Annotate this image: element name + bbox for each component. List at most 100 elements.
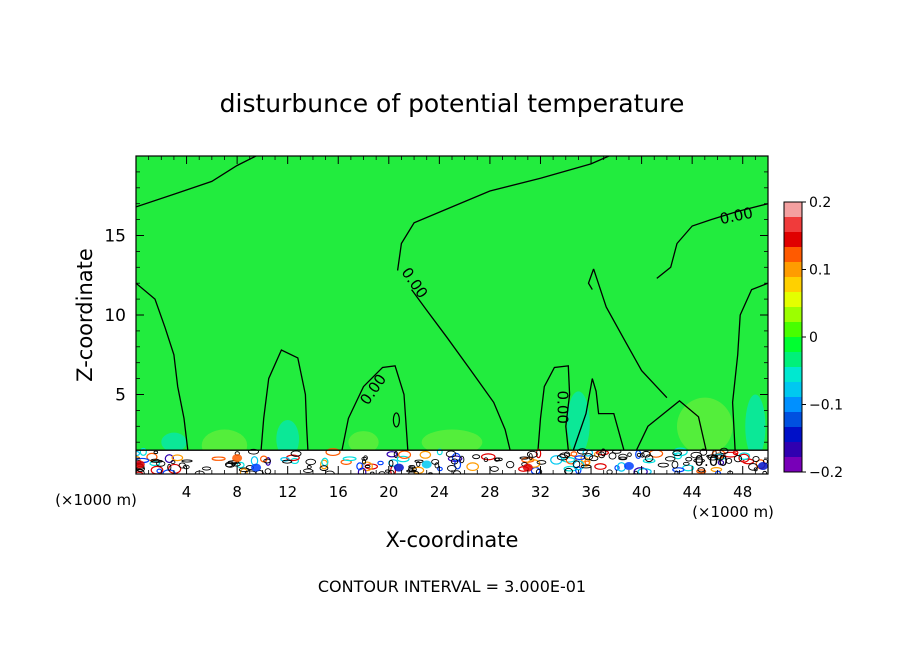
surface-eddy	[738, 453, 750, 463]
surface-eddy	[156, 468, 163, 474]
surface-contour	[627, 452, 632, 457]
x-tick-label: 8	[232, 483, 242, 501]
surface-eddy	[356, 462, 364, 471]
y-tick-label: 5	[115, 386, 126, 406]
surface-contour	[598, 451, 606, 459]
surface-contour	[306, 465, 312, 469]
colorbar-swatch	[784, 427, 802, 443]
contour-line	[341, 365, 409, 451]
x-tick-label: 32	[531, 483, 550, 501]
colorbar-swatch	[784, 247, 802, 263]
contour-label: 0.00	[553, 391, 571, 424]
surface-contour	[494, 457, 500, 462]
contour-label: 0.00	[694, 452, 727, 470]
surface-contour	[690, 451, 702, 459]
contour-line	[537, 365, 571, 451]
surface-contour	[657, 462, 669, 468]
surface-contour	[248, 448, 260, 455]
surface-contour	[388, 459, 394, 468]
surface-eddy	[386, 451, 398, 458]
colorbar-swatch	[784, 457, 802, 473]
surface-eddy	[673, 452, 683, 460]
surface-contour	[671, 460, 679, 469]
colorbar-tick-label: −0.2	[809, 465, 843, 481]
surface-contour	[752, 456, 760, 463]
surface-eddy	[594, 463, 607, 470]
contour-line	[136, 156, 258, 208]
colorbar-swatch	[784, 382, 802, 398]
surface-contour	[715, 454, 724, 461]
surface-eddy	[570, 451, 578, 457]
contour-line	[136, 282, 189, 451]
colorbar-tick-label: 0.1	[809, 263, 831, 279]
surface-contour	[181, 459, 193, 463]
x-axis-label: X-coordinate	[386, 528, 519, 552]
colorbar-swatch	[784, 367, 802, 383]
surface-eddy	[325, 448, 341, 457]
surface-eddy	[342, 456, 357, 462]
contour-lines	[136, 156, 768, 451]
x-tick-label: 36	[581, 483, 600, 501]
surface-contour	[564, 467, 573, 474]
surface-contour	[608, 452, 617, 460]
surface-layer	[136, 447, 768, 474]
surface-blob	[136, 460, 145, 469]
surface-eddy	[466, 462, 480, 472]
surface-contour	[408, 464, 416, 469]
surface-contour	[136, 469, 145, 474]
colorbar-swatch	[784, 307, 802, 323]
surface-contour	[618, 453, 628, 460]
surface-blob	[421, 460, 432, 469]
colorbar-tick-label: 0	[809, 330, 818, 346]
heatmap-patch	[161, 432, 187, 452]
colorbar-swatch	[784, 217, 802, 233]
surface-eddy	[377, 460, 384, 466]
contour-line	[572, 378, 625, 451]
surface-eddy	[419, 450, 432, 459]
surface-contour	[170, 460, 176, 465]
surface-contour	[536, 460, 547, 465]
x-tick-label: 40	[632, 483, 651, 501]
y-tick-label: 10	[104, 306, 126, 326]
surface-eddy	[398, 450, 412, 459]
surface-eddy	[149, 461, 161, 467]
surface-contour	[319, 465, 329, 471]
x-tick-label: 16	[329, 483, 348, 501]
surface-eddy	[236, 461, 245, 469]
colorbar-swatch	[784, 352, 802, 368]
colorbar-swatch	[784, 412, 802, 428]
contour-line	[635, 400, 707, 451]
surface-contour	[644, 454, 654, 463]
surface-contour	[577, 448, 588, 455]
surface-blob	[393, 463, 404, 472]
surface-contour	[725, 457, 733, 464]
surface-contour	[416, 461, 421, 467]
surface-eddy	[535, 448, 542, 459]
surface-contour	[697, 467, 706, 473]
surface-contour	[153, 450, 159, 455]
surface-contour	[762, 470, 768, 474]
surface-eddy	[211, 456, 226, 461]
plot-area: 0.000.000.00 0.000.00 4 8 12 16 20 24 28 32 36 40 4…	[104, 155, 769, 501]
surface-contour	[699, 448, 708, 456]
surface-contour	[472, 454, 481, 460]
colorbar-swatch	[784, 232, 802, 248]
surface-contour	[672, 450, 682, 457]
surface-contour	[450, 458, 459, 465]
surface-contour	[362, 458, 367, 465]
colorbar-swatch	[784, 292, 802, 308]
surface-contour	[519, 456, 529, 460]
heatmap-patch	[745, 394, 766, 459]
y-axis-label: Z-coordinate	[73, 248, 97, 382]
surface-eddy	[527, 459, 541, 468]
x-tick-label: 12	[278, 483, 297, 501]
x-axis-unit-right: (×1000 m)	[692, 503, 774, 521]
contour-interval-note: CONTOUR INTERVAL = 3.000E-01	[318, 577, 586, 596]
surface-eddy	[361, 461, 373, 472]
surface-eddy	[672, 467, 685, 473]
contour-line	[411, 289, 511, 451]
colorbar-tick-label: −0.1	[809, 398, 843, 414]
surface-blob	[757, 462, 768, 471]
surface-contour	[528, 453, 533, 461]
x-tick-label: 20	[379, 483, 398, 501]
